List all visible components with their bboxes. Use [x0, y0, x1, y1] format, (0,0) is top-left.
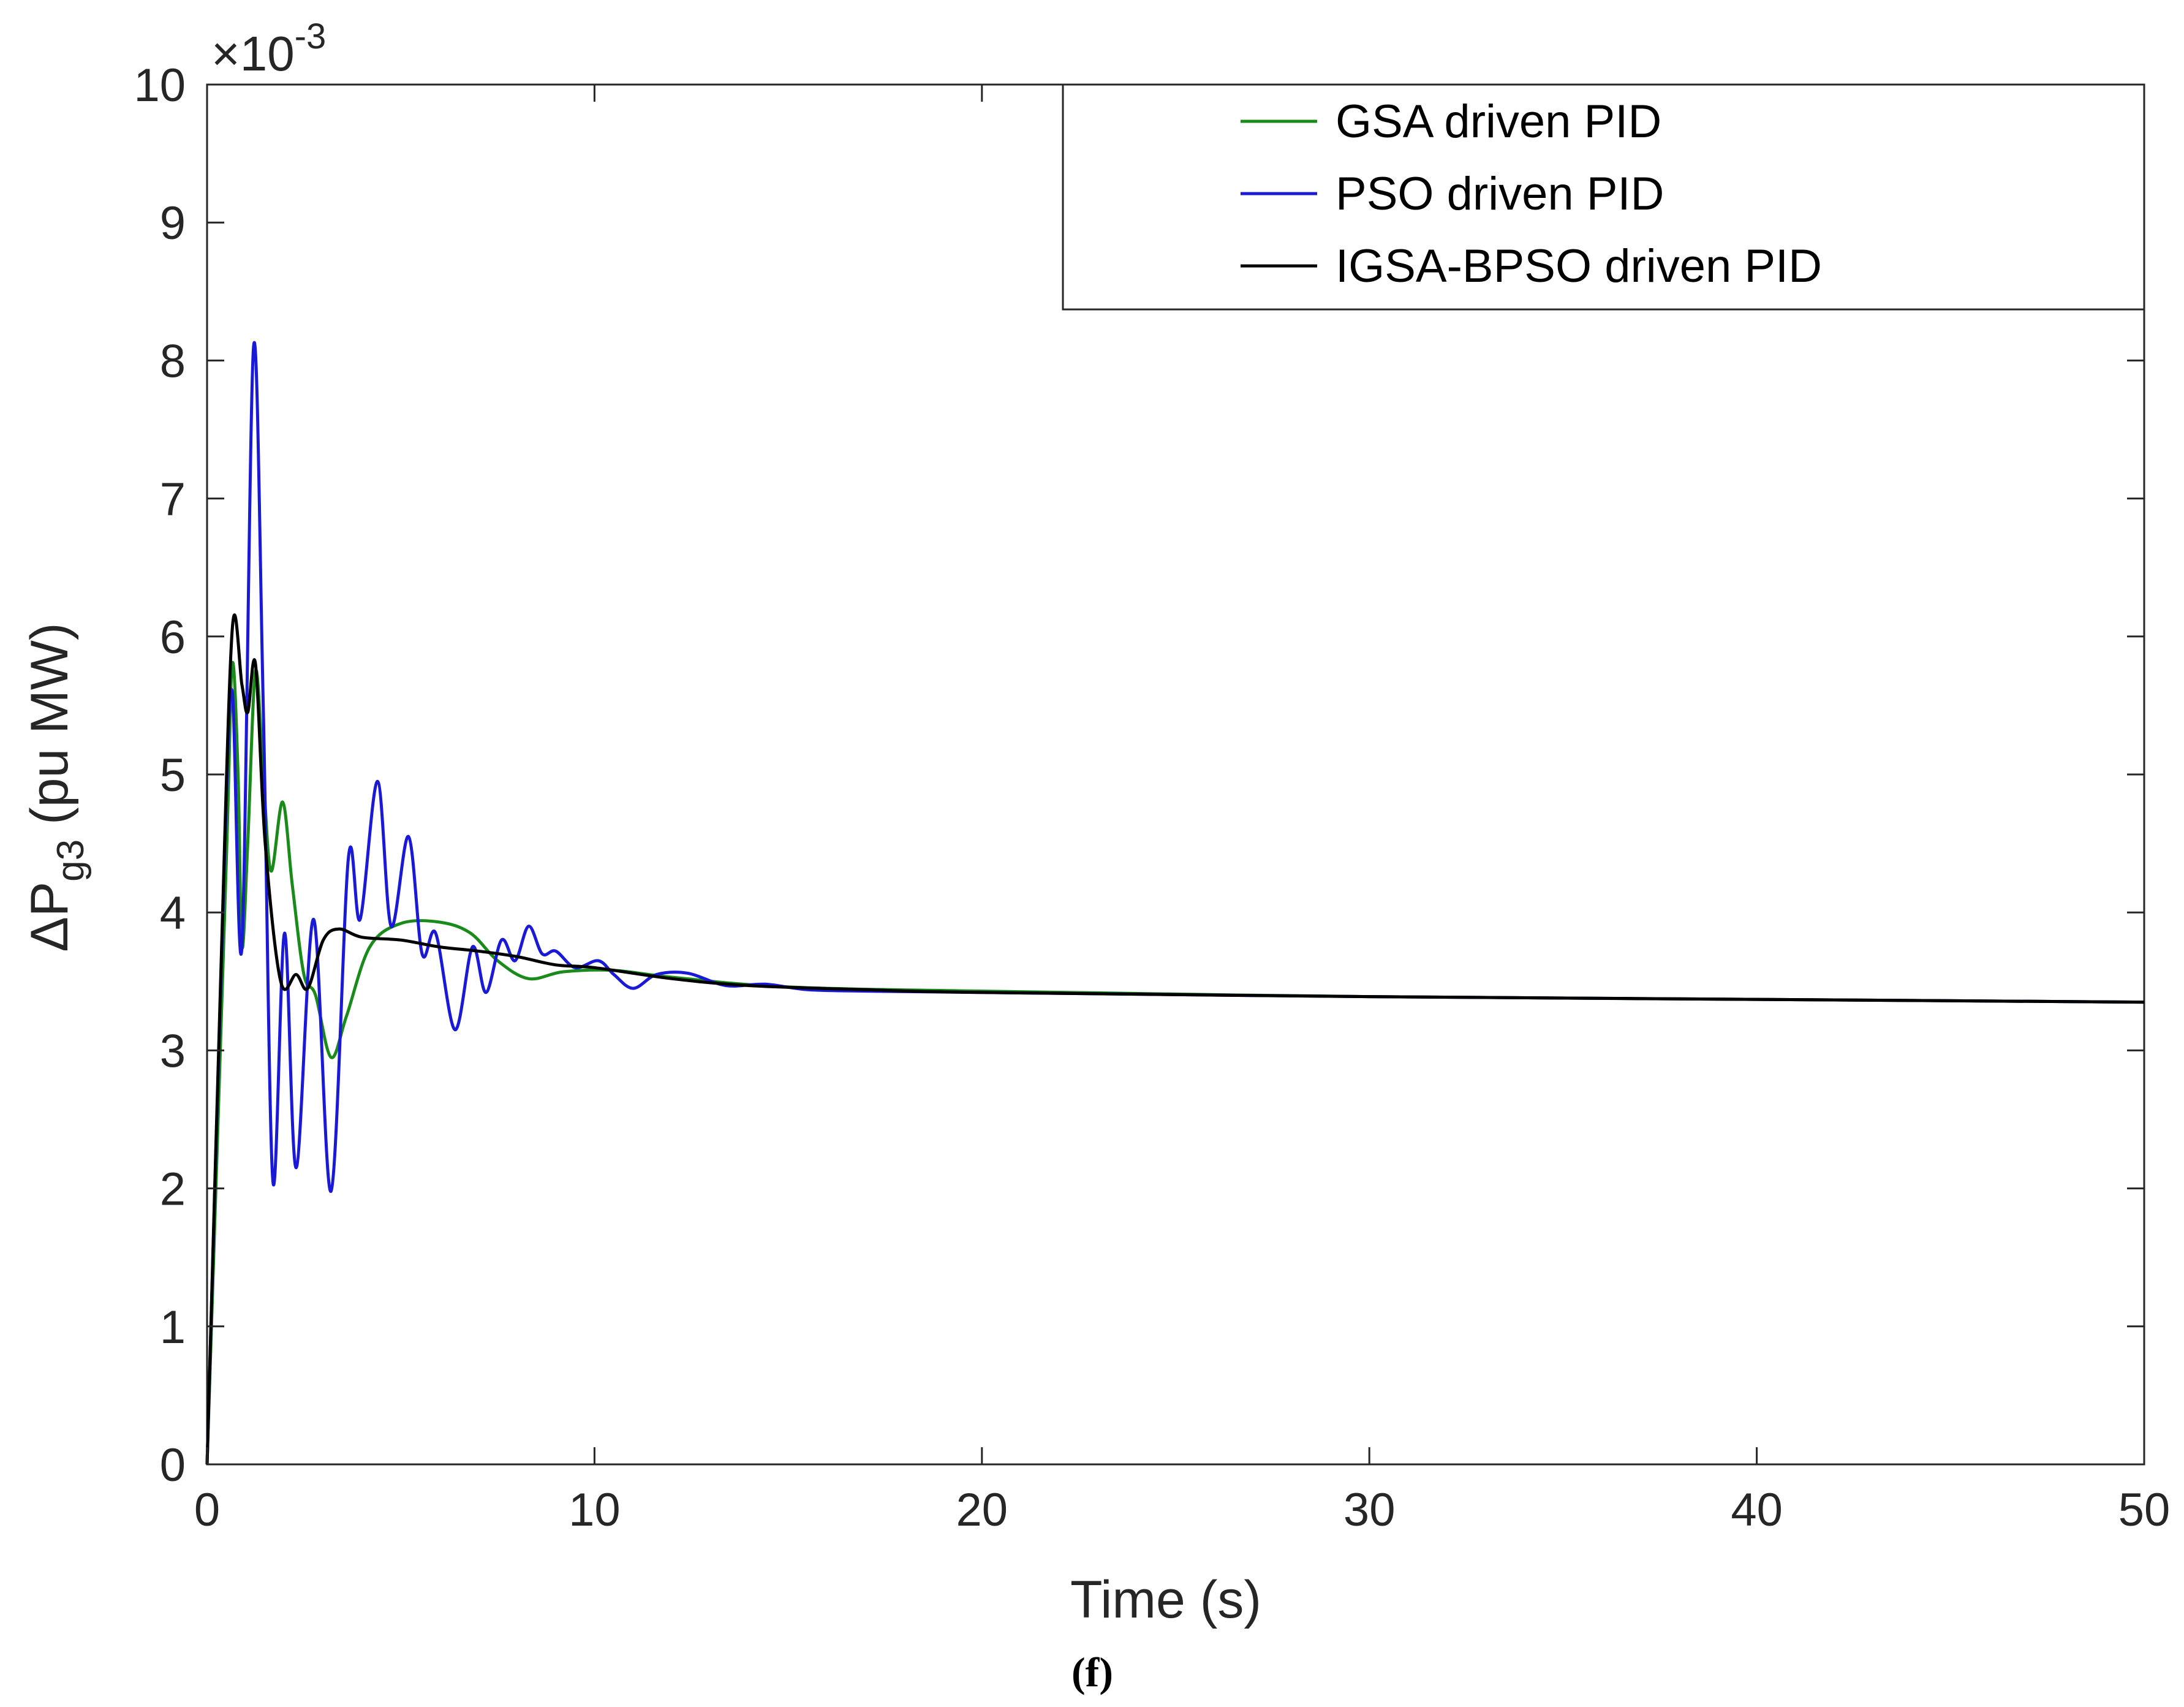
- y-tick-label: 1: [160, 1301, 186, 1353]
- x-tick-label: 20: [956, 1484, 1008, 1536]
- legend-label: IGSA-BPSO driven PID: [1336, 240, 1822, 292]
- y-tick-label: 9: [160, 197, 186, 249]
- y-tick-label: 6: [160, 611, 186, 664]
- y-tick-label: 0: [160, 1439, 186, 1491]
- legend-label: PSO driven PID: [1336, 168, 1664, 220]
- y-tick-label: 5: [160, 749, 186, 801]
- y-label-subscript: g3: [50, 839, 92, 882]
- x-tick-label: 30: [1343, 1484, 1396, 1536]
- series-line-igsa-bpso-driven-pid: [205, 613, 2145, 1465]
- y-tick-label: 2: [160, 1164, 186, 1216]
- tick-layer: 0 10 20 30 40 50 0 1 2 3 4 5 6 7 8 9 10: [134, 59, 2170, 1536]
- x-tick-label: 0: [194, 1484, 220, 1536]
- series-layer: [205, 341, 2145, 1465]
- x-tick-label: 50: [2118, 1484, 2171, 1536]
- figure-caption: (f): [1071, 1649, 1113, 1695]
- legend-label: GSA driven PID: [1336, 96, 1661, 148]
- y-tick-label: 3: [160, 1025, 186, 1077]
- series-line-pso-driven-pid: [205, 341, 2145, 1465]
- y-exponent-prefix: ×10: [211, 26, 295, 81]
- y-tick-label: 4: [160, 887, 186, 939]
- y-tick-label: 8: [160, 335, 186, 387]
- y-tick-label: 7: [160, 474, 186, 526]
- x-tick-label: 10: [569, 1484, 621, 1536]
- y-axis-exponent: ×10-3: [211, 17, 326, 81]
- y-tick-label: 10: [134, 59, 186, 112]
- y-exponent-power: -3: [295, 17, 327, 56]
- series-line-gsa-driven-pid: [205, 660, 2145, 1465]
- y-label-prefix: ΔP: [20, 882, 79, 952]
- y-label-suffix: (pu MW): [20, 623, 79, 839]
- x-tick-label: 40: [1731, 1484, 1783, 1536]
- y-axis-label: ΔPg3 (pu MW): [20, 623, 92, 952]
- x-axis-label: Time (s): [1070, 1570, 1261, 1629]
- legend: GSA driven PID PSO driven PID IGSA-BPSO dr…: [1062, 83, 2145, 311]
